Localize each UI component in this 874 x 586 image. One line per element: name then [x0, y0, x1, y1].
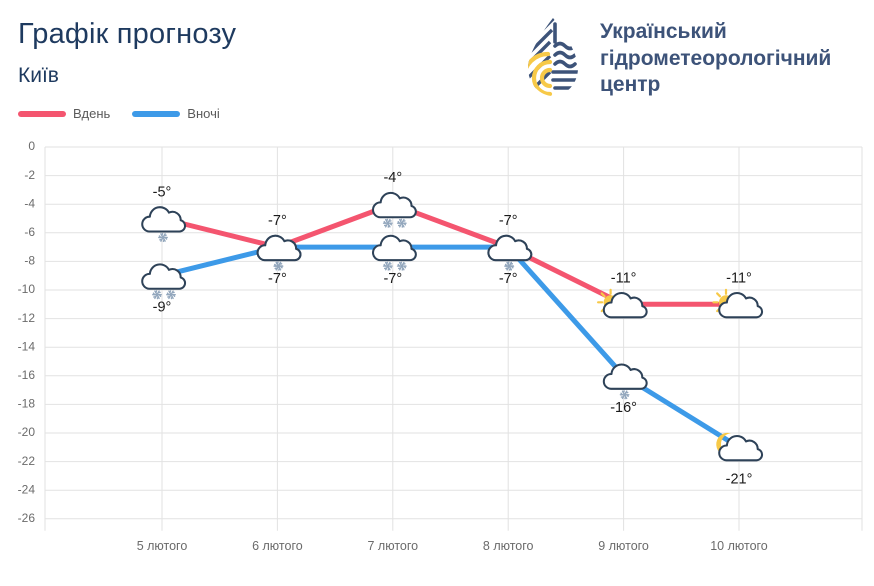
- legend-label-night: Вночі: [187, 106, 220, 121]
- snowflake-icon: [382, 261, 393, 271]
- cloud-icon: [487, 234, 533, 262]
- snowflake-icon: [158, 232, 168, 243]
- point-value-label: -11°: [611, 270, 637, 286]
- data-point-night-2[interactable]: -7°: [372, 234, 417, 287]
- snowflake-icon: [396, 261, 407, 271]
- chart-legend: Вдень Вночі: [18, 106, 220, 121]
- cloud-icon: [141, 206, 187, 233]
- point-value-label: -7°: [499, 213, 518, 229]
- x-axis-tick-label: 6 лютого: [252, 539, 303, 550]
- y-axis-tick-label: -26: [18, 511, 36, 525]
- y-axis-tick-label: -6: [24, 225, 35, 239]
- y-axis-tick-label: -8: [24, 254, 35, 268]
- logo-text-line1: Український: [600, 20, 727, 43]
- page-title: Графік прогнозу: [18, 18, 237, 50]
- data-point-day-0[interactable]: -5°: [141, 185, 187, 243]
- point-value-label: -7°: [383, 271, 402, 287]
- point-value-label: -7°: [268, 213, 287, 229]
- x-axis-tick-label: 10 лютого: [710, 539, 768, 550]
- legend-item-night[interactable]: Вночі: [132, 106, 220, 121]
- cloud-icon: [372, 234, 417, 262]
- chart-canvas[interactable]: 0 -2 -4 -6 -8 -10 -12 -14 -16 -18 -20 -22 -24 -26 5 лю…: [0, 130, 874, 550]
- data-point-day-2[interactable]: -4°: [372, 170, 417, 228]
- x-axis-tick-label: 9 лютого: [598, 539, 649, 550]
- snowflake-icon: [152, 290, 162, 300]
- y-axis-tick-label: -16: [18, 368, 36, 382]
- logo-text-line3: центр: [600, 73, 661, 97]
- water-droplet-logo-icon: [528, 18, 578, 96]
- x-axis-tick-label: 8 лютого: [483, 539, 534, 550]
- cloud-icon: [602, 291, 648, 319]
- y-axis-tick-label: -22: [18, 454, 36, 468]
- point-value-label: -9°: [153, 300, 172, 316]
- logo-text: Український гідрометеорологічний центр: [600, 16, 831, 99]
- data-point-night-4[interactable]: -16°: [602, 363, 648, 416]
- cloud-icon: [718, 434, 764, 462]
- data-point-night-0[interactable]: -9°: [141, 263, 187, 316]
- logo-text-line2: гідрометеорологічний: [600, 46, 832, 70]
- point-value-label: -21°: [726, 471, 753, 487]
- y-axis-tick-label: -18: [18, 397, 36, 411]
- y-axis-tick-label: -4: [24, 196, 35, 210]
- cloud-icon: [602, 363, 648, 390]
- point-value-label: -16°: [610, 400, 637, 416]
- y-axis-tick-label: -14: [18, 339, 36, 353]
- legend-label-day: Вдень: [73, 106, 111, 121]
- y-axis-tick-label: -24: [18, 482, 36, 496]
- x-axis-tick-label: 7 лютого: [368, 539, 419, 550]
- legend-swatch-night: [132, 110, 181, 117]
- y-axis-tick-label: -2: [24, 168, 35, 182]
- point-value-label: -5°: [153, 185, 172, 201]
- point-value-label: -7°: [499, 271, 518, 287]
- point-value-label: -11°: [726, 270, 752, 286]
- cloud-icon: [141, 263, 187, 290]
- snowflake-icon: [619, 390, 630, 400]
- legend-item-day[interactable]: Вдень: [18, 106, 110, 121]
- organization-logo: Український гідрометеорологічний центр: [522, 16, 831, 102]
- cloud-icon: [256, 234, 302, 262]
- y-axis-tick-label: -10: [18, 282, 36, 296]
- y-axis-tick-label: -20: [18, 425, 36, 439]
- data-point-night-5[interactable]: -21°: [716, 432, 764, 487]
- data-point-night-1[interactable]: -7°: [256, 234, 302, 287]
- cloud-icon: [372, 191, 417, 219]
- data-point-night-3[interactable]: -7°: [487, 234, 533, 287]
- data-point-day-5[interactable]: -11°: [712, 270, 764, 319]
- snowflake-icon: [396, 218, 407, 228]
- cloud-icon: [718, 291, 764, 319]
- temperature-line-chart: 0 -2 -4 -6 -8 -10 -12 -14 -16 -18 -20 -22 -24 -26 5 лю…: [0, 130, 874, 550]
- snowflake-icon: [504, 261, 515, 271]
- city-name: Київ: [18, 64, 59, 87]
- snowflake-icon: [166, 290, 176, 300]
- snowflake-icon: [273, 261, 284, 271]
- point-value-label: -4°: [383, 170, 402, 186]
- snowflake-icon: [382, 218, 393, 228]
- y-axis-tick-label: 0: [28, 139, 35, 153]
- point-value-label: -7°: [268, 271, 287, 287]
- x-axis-tick-label: 5 лютого: [137, 539, 188, 550]
- data-point-day-4[interactable]: -11°: [596, 270, 648, 319]
- legend-swatch-day: [18, 110, 66, 117]
- y-axis-tick-label: -12: [18, 311, 36, 325]
